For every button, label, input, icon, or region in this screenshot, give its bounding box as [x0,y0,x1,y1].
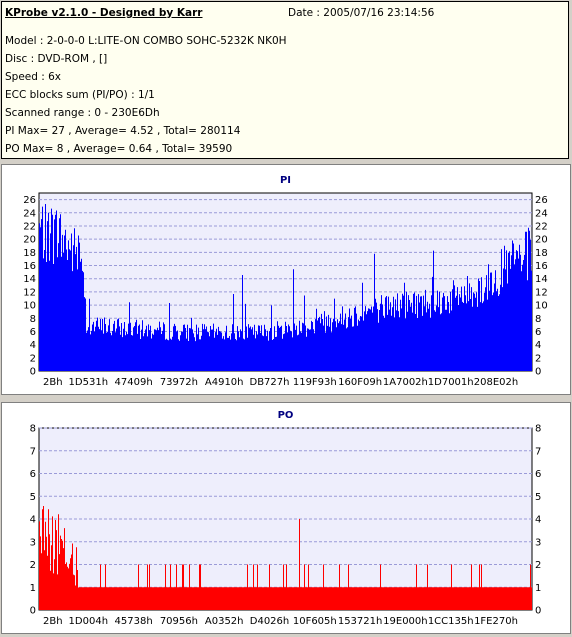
pi-bars [39,204,532,371]
po-xtick: 2Bh [43,616,63,627]
pi-ytick-left: 24 [23,208,36,219]
pi-chart-title: PI [280,175,291,186]
app-title: KProbe v2.1.0 - Designed by Karr [5,7,203,19]
pi-summary-line: PI Max= 27 , Average= 4.52 , Total= 2801… [5,125,241,137]
pi-ytick-right: 10 [535,301,548,312]
po-xtick: 1CC135h [428,616,474,627]
pi-xtick: 1D531h [69,377,109,388]
pi-chart-panel: PI 0 0 2 2 4 4 6 6 8 8 10 10 12 12 14 14 16 16 18 18 20 20 22 22… [1,164,571,395]
po-xtick: 1FE270h [474,616,518,627]
pi-ytick-right: 8 [535,314,541,325]
po-ytick-left: 4 [30,515,36,526]
pi-xtick: 119F93h [293,377,337,388]
speed-line: Speed : 6x [5,71,62,83]
pi-xtick: 1A7002h [383,377,428,388]
pi-ytick-left: 20 [23,235,36,246]
po-ytick-left: 7 [30,446,36,457]
po-ytick-left: 1 [30,583,36,594]
pi-ytick-right: 14 [535,274,548,285]
pi-xtick: 1D7001h [428,377,474,388]
pi-ytick-left: 0 [30,367,36,378]
pi-ytick-right: 16 [535,261,548,272]
po-xtick: 10F605h [293,616,337,627]
pi-ytick-right: 2 [535,353,541,364]
model-line: Model : 2-0-0-0 L:LITE-ON COMBO SOHC-523… [5,35,287,47]
po-bars [39,506,532,610]
po-ytick-left: 5 [30,492,36,503]
pi-ytick-left: 4 [30,340,36,351]
pi-ytick-left: 22 [23,221,36,232]
po-xtick: 19E000h [383,616,427,627]
pi-ytick-right: 12 [535,287,548,298]
pi-ytick-right: 4 [535,340,541,351]
po-ytick-right: 7 [535,446,541,457]
pi-ytick-left: 12 [23,287,36,298]
po-ytick-right: 8 [535,424,541,435]
po-ytick-left: 8 [30,424,36,435]
po-ytick-left: 6 [30,469,36,480]
po-ytick-right: 2 [535,560,541,571]
po-ytick-right: 3 [535,537,541,548]
pi-ytick-left: 10 [23,301,36,312]
po-ytick-right: 5 [535,492,541,503]
scan-info-panel: KProbe v2.1.0 - Designed by Karr Date : … [1,1,569,159]
pi-ytick-left: 18 [23,248,36,259]
po-ytick-left: 2 [30,560,36,571]
po-xtick: D4026h [250,616,290,627]
pi-ytick-right: 0 [535,367,541,378]
pi-ytick-right: 24 [535,208,548,219]
po-xtick: 1D004h [69,616,109,627]
pi-ytick-left: 26 [23,195,36,206]
pi-ytick-right: 26 [535,195,548,206]
po-xtick: 70956h [160,616,198,627]
pi-xtick: 160F09h [338,377,382,388]
pi-ytick-right: 22 [535,221,548,232]
pi-xtick: 2Bh [43,377,63,388]
po-summary-line: PO Max= 8 , Average= 0.64 , Total= 39590 [5,143,233,155]
po-xtick: 45738h [115,616,153,627]
pi-xtick: DB727h [250,377,290,388]
pi-xtick: 208E02h [474,377,518,388]
pi-ytick-left: 14 [23,274,36,285]
po-ytick-left: 0 [30,606,36,617]
pi-ytick-left: 2 [30,353,36,364]
po-ytick-right: 0 [535,606,541,617]
pi-ytick-right: 18 [535,248,548,259]
pi-ytick-left: 16 [23,261,36,272]
po-xtick: 153721h [338,616,383,627]
po-chart-panel: PO 0 0 1 1 2 2 3 3 4 4 5 5 6 6 7 7 8 8 2Bh 1D004h 45738h 70956… [1,402,571,634]
disc-line: Disc : DVD-ROM , [] [5,53,108,65]
po-ytick-left: 3 [30,537,36,548]
ecc-line: ECC blocks sum (PI/PO) : 1/1 [5,89,155,101]
po-xtick: A0352h [205,616,244,627]
po-chart: PO 0 0 1 1 2 2 3 3 4 4 5 5 6 6 7 7 8 8 2Bh 1D004h 45738h 70956… [30,410,542,627]
pi-ytick-left: 6 [30,327,36,338]
pi-xtick: 47409h [115,377,153,388]
po-ytick-right: 6 [535,469,541,480]
range-line: Scanned range : 0 - 230E6Dh [5,107,160,119]
pi-ytick-right: 20 [535,235,548,246]
pi-xtick: A4910h [205,377,244,388]
scan-date: Date : 2005/07/16 23:14:56 [288,7,435,19]
po-ytick-right: 1 [535,583,541,594]
pi-ytick-left: 8 [30,314,36,325]
po-ytick-right: 4 [535,515,541,526]
pi-ytick-right: 6 [535,327,541,338]
po-chart-title: PO [278,410,294,421]
pi-xtick: 73972h [160,377,198,388]
